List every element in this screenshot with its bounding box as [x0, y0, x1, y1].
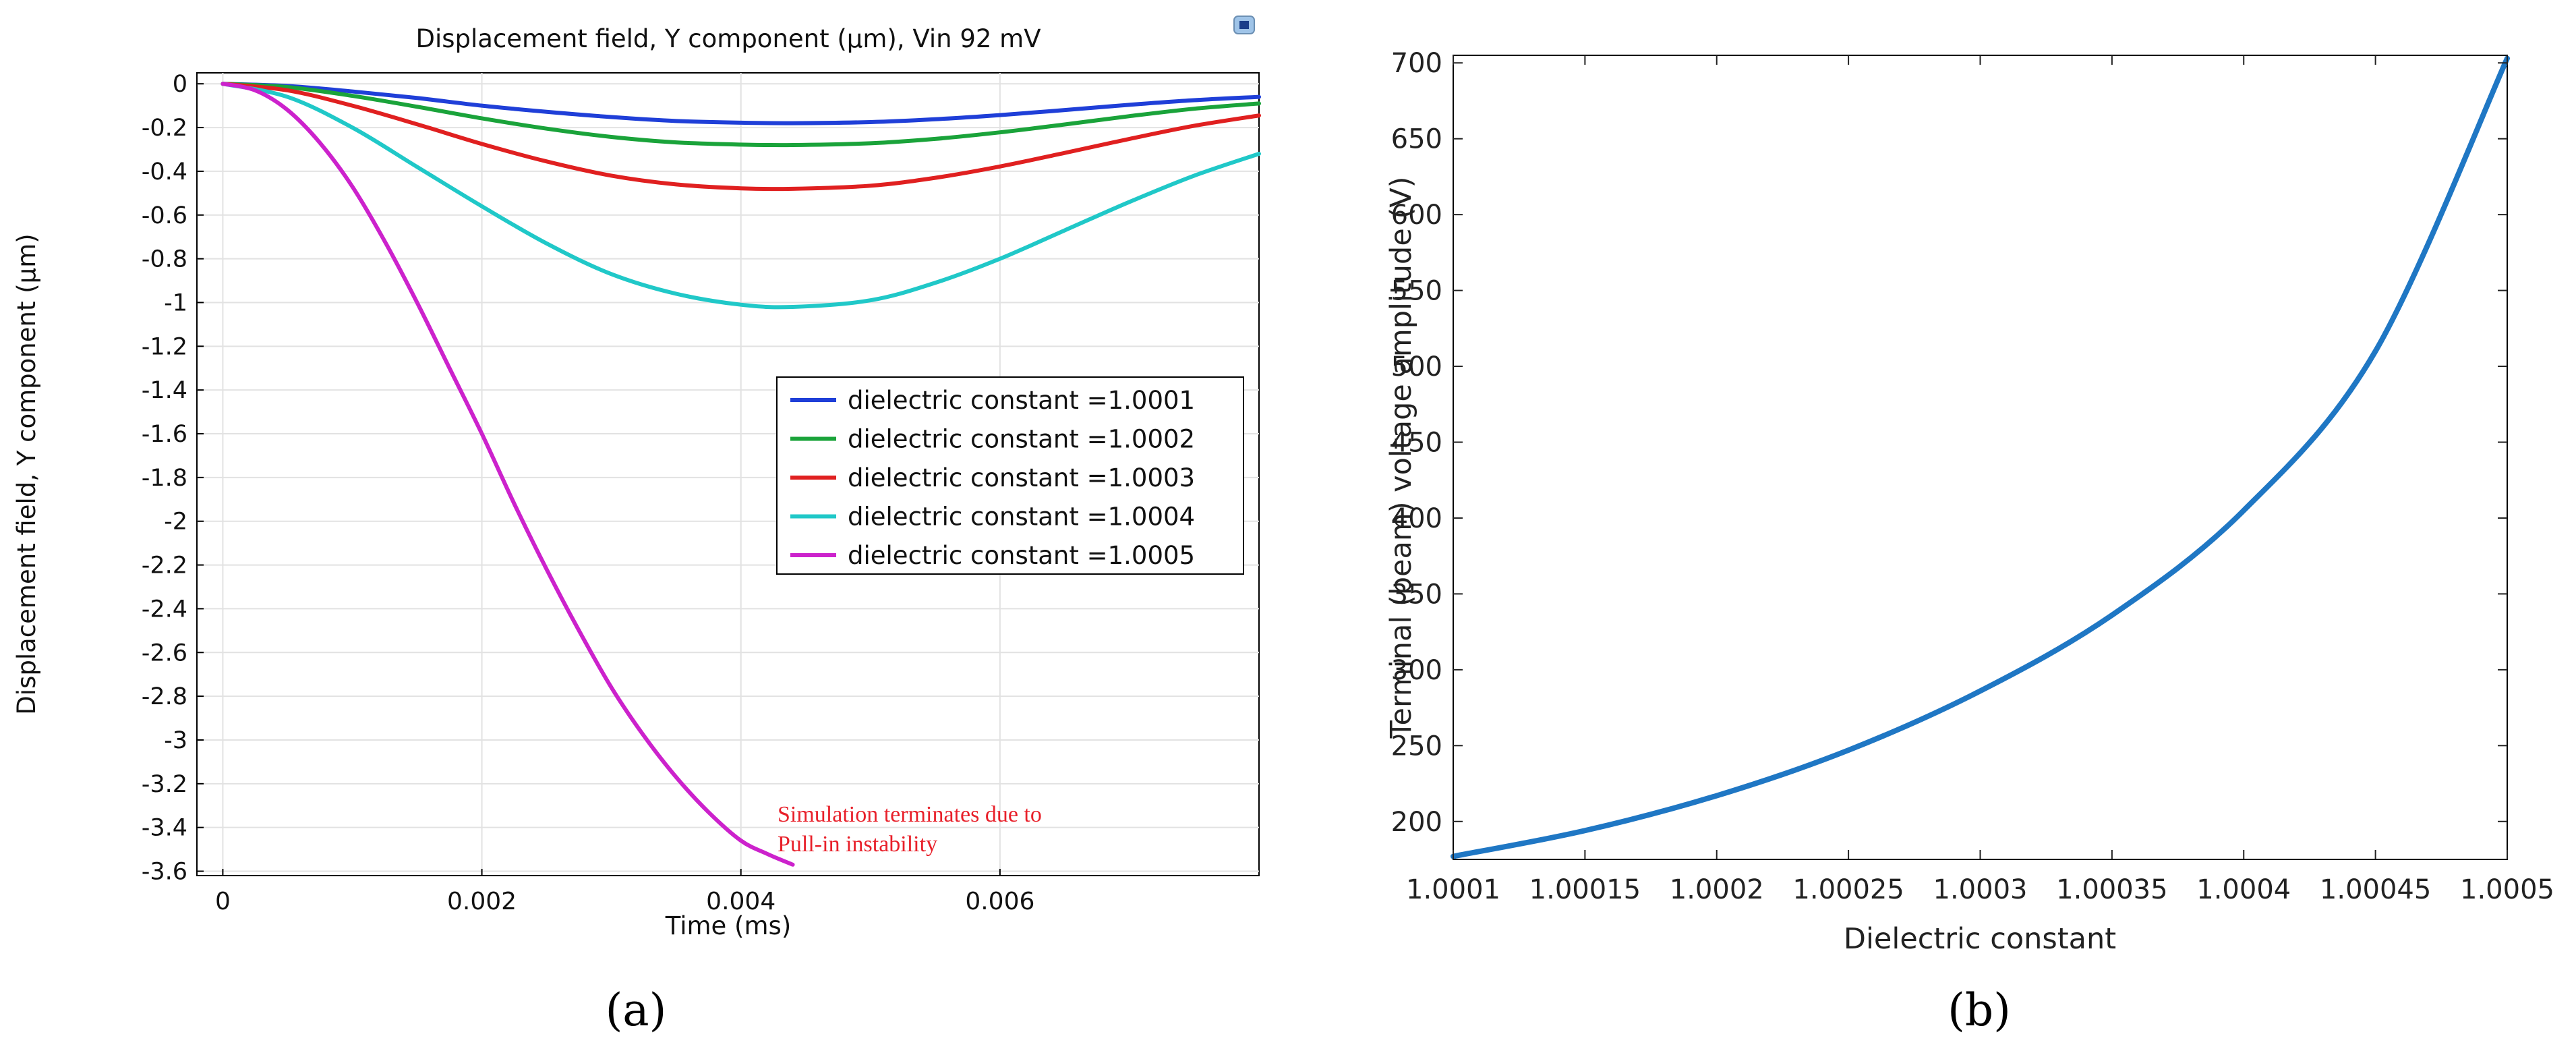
chart-a-series-line-1	[221, 82, 1261, 125]
chart-a-ytick-label: -3.6	[142, 859, 187, 886]
chart-a-ytick-label: -2.8	[142, 683, 187, 710]
chart-b-xtick-label: 1.0004	[2196, 874, 2291, 905]
chart-a-ytick-label: -2	[164, 509, 187, 536]
chart-a-annotation-line1: Simulation terminates due to	[778, 802, 1042, 827]
chart-a-ytick-label: 0	[173, 71, 187, 98]
chart-a-annotation-line2: Pull-in instability	[778, 832, 937, 857]
chart-a-ytick-label: -2.6	[142, 639, 187, 666]
chart-b-xlabel: Dielectric constant	[1844, 922, 2116, 956]
chart-b-ytick-label: 500	[1391, 351, 1442, 382]
chart-a-ytick-label: -3.4	[142, 815, 187, 842]
chart-a-ytick-label: -3.2	[142, 771, 187, 798]
chart-a-xlabel: Time (ms)	[665, 911, 792, 940]
comsol-icon	[1233, 16, 1255, 34]
chart-b-xtick-label: 1.0002	[1670, 874, 1764, 905]
chart-b-plot-area	[1453, 55, 2508, 860]
chart-a: 0 0.002 0.004 0.006 0 -0.2 -0.4 -0.6 -0.8 -1 -1.2 -…	[12, 16, 1261, 940]
chart-b-ytick-label: 350	[1391, 579, 1442, 610]
chart-b-xtick-label: 1.00025	[1792, 874, 1904, 905]
chart-a-ytick-label: -1.8	[142, 465, 187, 492]
chart-a-ytick-label: -2.2	[142, 552, 187, 579]
chart-a-xtick-label: 0.002	[447, 888, 517, 915]
chart-b-xtick-label: 1.00035	[2056, 874, 2167, 905]
legend-label-2: dielectric constant =1.0002	[848, 425, 1195, 454]
chart-a-ytick-label: -2.4	[142, 596, 187, 623]
chart-a-ytick-label: -0.8	[142, 246, 187, 273]
chart-b-ytick-label: 200	[1391, 807, 1442, 838]
chart-a-series-line-2	[221, 82, 1261, 148]
chart-b-ylabel: Terminal (beam) voltage amplitude (V)	[1384, 177, 1418, 739]
chart-b-ytick-label: 700	[1391, 48, 1442, 79]
chart-a-ytick-label: -3	[164, 727, 187, 754]
chart-a-ytick-label: -0.2	[142, 115, 187, 142]
chart-b-ytick-label: 550	[1391, 276, 1442, 307]
chart-a-ytick-label: -1.6	[142, 421, 187, 448]
legend-label-4: dielectric constant =1.0004	[848, 503, 1195, 532]
legend-label-1: dielectric constant =1.0001	[848, 386, 1195, 415]
legend-box	[776, 376, 1244, 575]
chart-b-xtick-label: 1.00045	[2320, 874, 2431, 905]
chart-b-ticks: 1.0001 1.00015 1.0002 1.00025 1.0003 1.00035 1…	[1391, 48, 2554, 905]
chart-a-series-line-3	[221, 82, 1261, 192]
chart-a-series-line-5	[221, 82, 795, 867]
chart-a-ylabel: Displacement field, Y component (µm)	[12, 233, 41, 714]
chart-b-series-line	[1451, 55, 2510, 859]
chart-b-series	[1451, 55, 2510, 859]
chart-b-ytick-label: 600	[1391, 200, 1442, 231]
chart-b: 1.0001 1.00015 1.0002 1.00025 1.0003 1.00035 1…	[1384, 48, 2554, 956]
chart-a-xtick-label: 0.006	[965, 888, 1034, 915]
chart-a-series	[221, 82, 1261, 867]
chart-a-xtick-label: 0	[215, 888, 231, 915]
chart-b-ytick-label: 400	[1391, 503, 1442, 534]
chart-a-ytick-label: -1.4	[142, 377, 187, 404]
chart-a-legend: dielectric constant =1.0001 dielectric co…	[776, 376, 1244, 575]
chart-b-xtick-label: 1.0001	[1406, 874, 1500, 905]
chart-b-ytick-label: 250	[1391, 731, 1442, 762]
legend-label-3: dielectric constant =1.0003	[848, 463, 1195, 492]
chart-b-ytick-label: 650	[1391, 124, 1442, 155]
chart-b-xtick-label: 1.0005	[2460, 874, 2554, 905]
chart-a-ytick-label: -0.4	[142, 159, 187, 186]
panel-label-a: (a)	[606, 984, 667, 1036]
chart-a-ticks: 0 0.002 0.004 0.006 0 -0.2 -0.4 -0.6 -0.8 -1 -1.2 -…	[142, 71, 1035, 915]
chart-a-xtick-label: 0.004	[706, 888, 775, 915]
chart-b-xtick-label: 1.0003	[1933, 874, 2028, 905]
chart-a-ytick-label: -1.2	[142, 333, 187, 360]
chart-a-ytick-label: -0.6	[142, 202, 187, 229]
panel-label-b: (b)	[1948, 984, 2011, 1036]
chart-b-xtick-label: 1.00015	[1529, 874, 1641, 905]
legend-label-5: dielectric constant =1.0005	[848, 541, 1195, 570]
chart-b-ytick-label: 300	[1391, 655, 1442, 686]
chart-a-series-line-4	[221, 82, 1261, 310]
chart-b-ytick-label: 450	[1391, 428, 1442, 459]
chart-a-ytick-label: -1	[164, 289, 187, 316]
chart-a-title: Displacement field, Y component (µm), Vi…	[415, 24, 1041, 53]
